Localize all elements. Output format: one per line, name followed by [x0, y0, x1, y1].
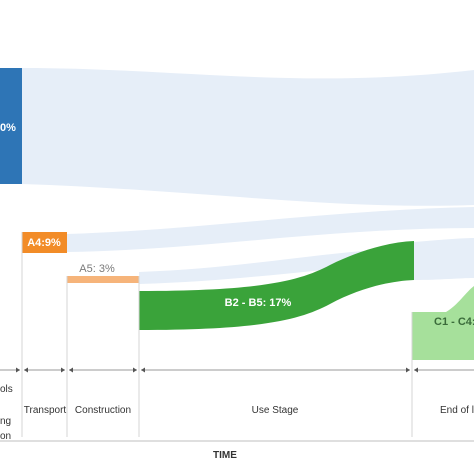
stage-end-of-life: End of l	[440, 405, 474, 416]
a1-a3-block	[0, 68, 22, 184]
a5-bar	[67, 276, 139, 283]
flow-band-a1-a3	[22, 68, 474, 206]
a4-block	[22, 232, 67, 253]
time-axis-title: TIME	[213, 450, 237, 461]
c1-c4-label: C1 - C4:	[434, 316, 474, 328]
flow-band-a4	[67, 207, 474, 252]
flow-band-a5	[139, 248, 414, 284]
a5-label: A5: 3%	[79, 263, 115, 275]
a4-label: A4:9%	[27, 237, 61, 249]
stage-materials-line2: ng	[0, 416, 11, 427]
stage-construction: Construction	[75, 405, 131, 416]
stage-arrows	[0, 367, 474, 373]
stage-use: Use Stage	[252, 405, 299, 416]
c1-c4-block	[412, 286, 474, 360]
b2-b5-band	[139, 241, 414, 330]
a1-a3-label: 0%	[0, 122, 16, 134]
stage-materials-line3: on	[0, 431, 11, 442]
stage-transport: Transport	[24, 405, 67, 416]
flow-band-b	[414, 238, 474, 280]
stage-materials-line1: ols	[0, 384, 13, 395]
b2-b5-label: B2 - B5: 17%	[225, 297, 292, 309]
